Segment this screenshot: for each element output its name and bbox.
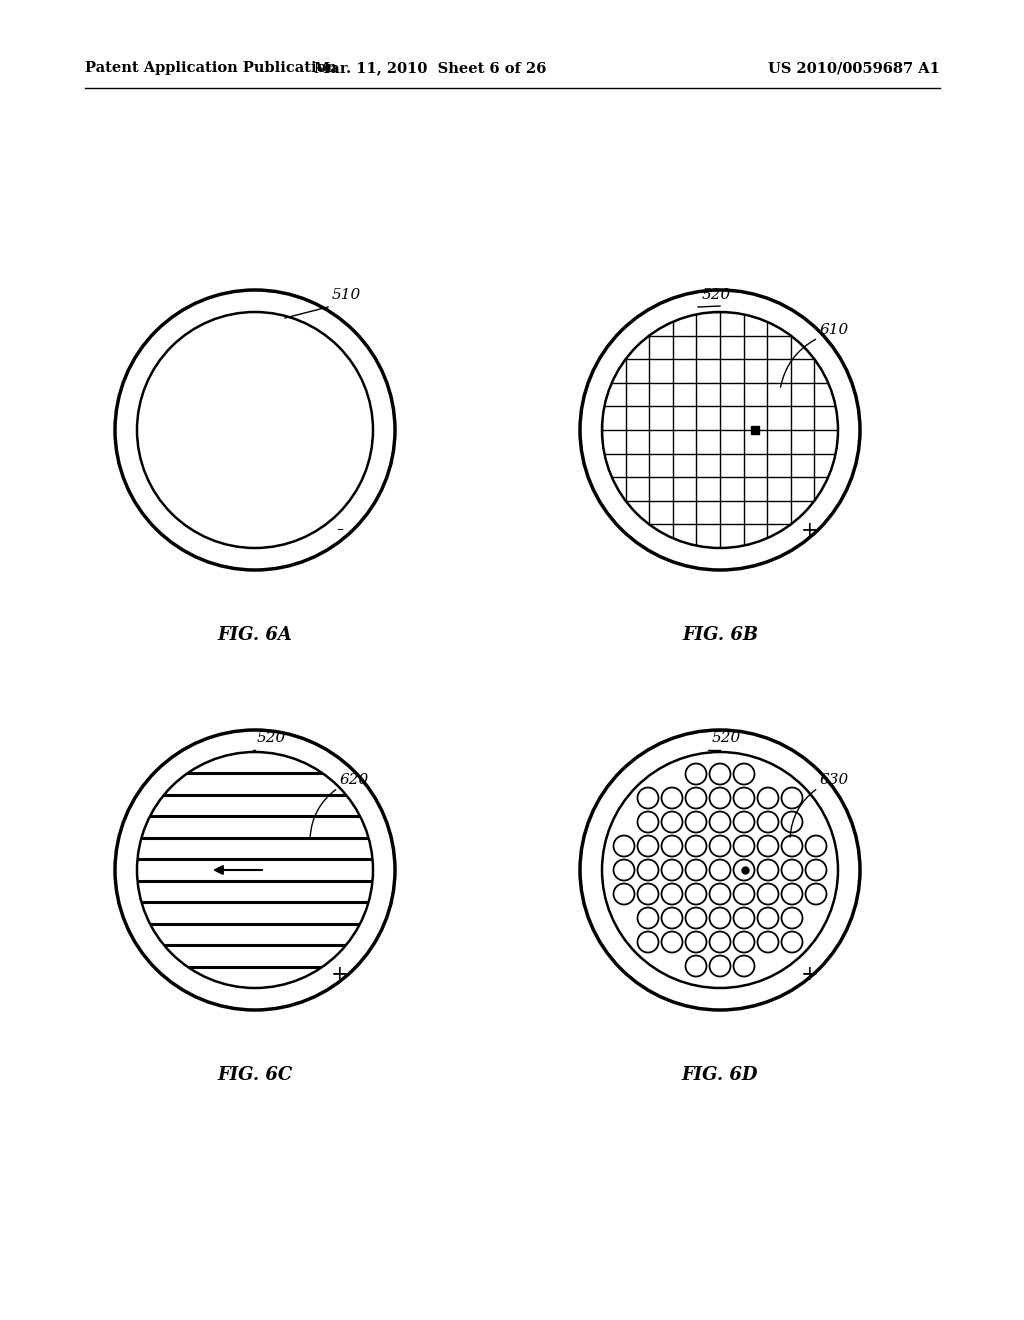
Text: +: + bbox=[801, 520, 819, 540]
Text: 630: 630 bbox=[820, 774, 849, 787]
Text: 610: 610 bbox=[820, 323, 849, 337]
Text: FIG. 6C: FIG. 6C bbox=[217, 1067, 293, 1084]
Text: FIG. 6A: FIG. 6A bbox=[217, 626, 293, 644]
Text: 620: 620 bbox=[340, 774, 370, 787]
Text: +: + bbox=[331, 965, 349, 985]
Text: FIG. 6D: FIG. 6D bbox=[682, 1067, 758, 1084]
Text: 510: 510 bbox=[332, 288, 361, 302]
Text: Patent Application Publication: Patent Application Publication bbox=[85, 61, 337, 75]
Text: Mar. 11, 2010  Sheet 6 of 26: Mar. 11, 2010 Sheet 6 of 26 bbox=[313, 61, 546, 75]
Text: US 2010/0059687 A1: US 2010/0059687 A1 bbox=[768, 61, 940, 75]
Text: -: - bbox=[337, 520, 343, 540]
Text: +: + bbox=[801, 965, 819, 985]
Text: 520: 520 bbox=[702, 288, 731, 302]
Text: 520: 520 bbox=[257, 731, 287, 744]
Text: FIG. 6B: FIG. 6B bbox=[682, 626, 758, 644]
Text: 520: 520 bbox=[712, 731, 741, 744]
